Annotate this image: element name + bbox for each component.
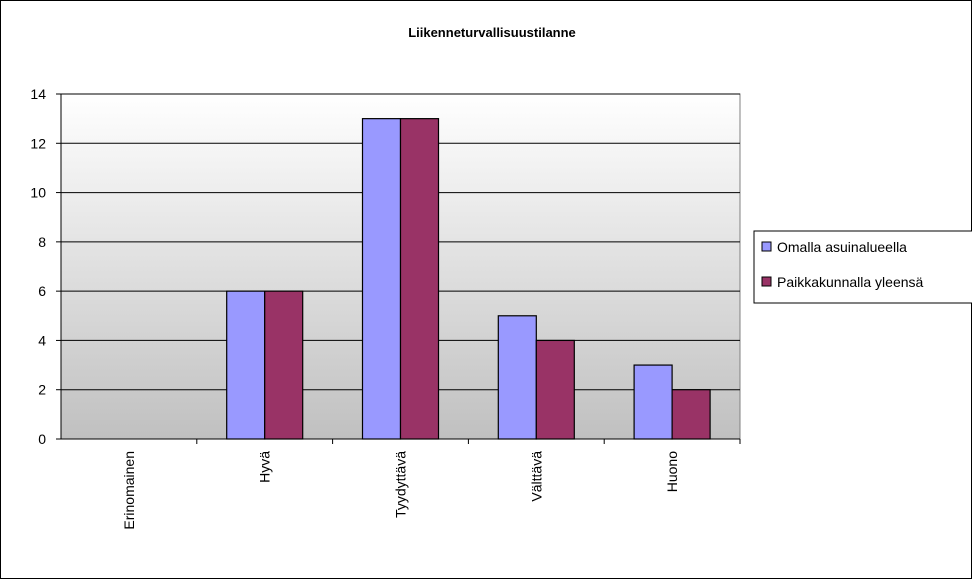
legend-label-paikkakunnalla: Paikkakunnalla yleensä [777, 274, 924, 290]
bars [226, 118, 711, 440]
legend-box [753, 230, 972, 304]
legend: Omalla asuinalueella Paikkakunnalla ylee… [753, 230, 972, 304]
y-tick-labels: 0 2 4 6 8 10 12 14 [30, 86, 46, 447]
bar-paikkakunnalla-huono [671, 389, 711, 440]
y-tick-label-10: 10 [30, 185, 46, 201]
bar-paikkakunnalla-v-ltt-v- [535, 339, 575, 440]
bar-paikkakunnalla-tyydytt-v- [399, 118, 440, 440]
y-tick-label-2: 2 [38, 382, 46, 398]
x-tick-labels: Erinomainen Hyvä Tyydyttävä Välttävä Huono [121, 451, 680, 530]
legend-label-omalla: Omalla asuinalueella [777, 239, 907, 255]
bar-omalla-hyv- [226, 290, 266, 440]
axes [56, 93, 741, 444]
x-tick-label-hyv-: Hyvä [257, 451, 273, 483]
x-tick-label-v-ltt-v-: Välttävä [528, 451, 544, 502]
legend-swatch-omalla [761, 241, 772, 252]
bar-omalla-v-ltt-v- [497, 315, 537, 440]
x-tick-label-huono: Huono [664, 451, 680, 492]
bar-omalla-tyydytt-v- [361, 118, 402, 440]
bar-omalla-huono [633, 364, 673, 440]
y-tick-label-14: 14 [30, 86, 46, 102]
y-tick-label-8: 8 [38, 234, 46, 250]
legend-swatch-paikkakunnalla [761, 276, 772, 287]
bar-paikkakunnalla-hyv- [264, 290, 304, 440]
x-tick-label-tyydytt-v-: Tyydyttävä [393, 451, 409, 518]
y-tick-label-12: 12 [30, 135, 46, 151]
y-tick-label-6: 6 [38, 283, 46, 299]
y-tick-label-4: 4 [38, 332, 46, 348]
chart-title: Liikenneturvallisuustilanne [408, 25, 576, 40]
x-tick-label-erinomainen: Erinomainen [121, 451, 137, 530]
y-tick-label-0: 0 [38, 431, 46, 447]
